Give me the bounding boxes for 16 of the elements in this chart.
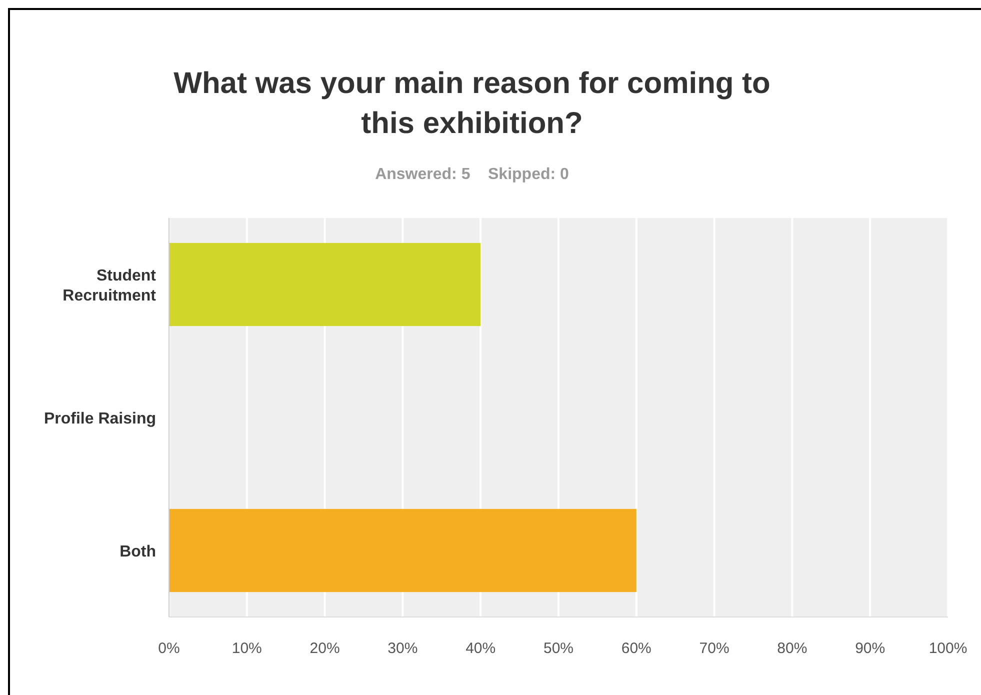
y-tick-label: Profile Raising [44, 410, 156, 428]
x-tick-label: 90% [855, 640, 886, 657]
x-tick-label: 30% [388, 640, 418, 657]
chart-subtitle: Answered: 5 Skipped: 0 [375, 166, 570, 183]
x-tick-label: 80% [777, 640, 808, 657]
x-tick-label: 40% [466, 640, 496, 657]
y-tick-label: Both [120, 544, 156, 560]
chart-title: What was your main reason for coming to this exhibition? [174, 67, 770, 140]
x-tick-label: 70% [699, 640, 730, 657]
y-tick-label: Student Recruitment [62, 268, 157, 304]
x-tick-label: 50% [543, 640, 574, 657]
x-tick-label: 20% [310, 640, 340, 657]
x-tick-label: 60% [621, 640, 652, 657]
x-tick-label: 10% [232, 640, 262, 657]
x-tick-label: 100% [928, 640, 968, 657]
x-tick-label: 0% [158, 640, 180, 657]
